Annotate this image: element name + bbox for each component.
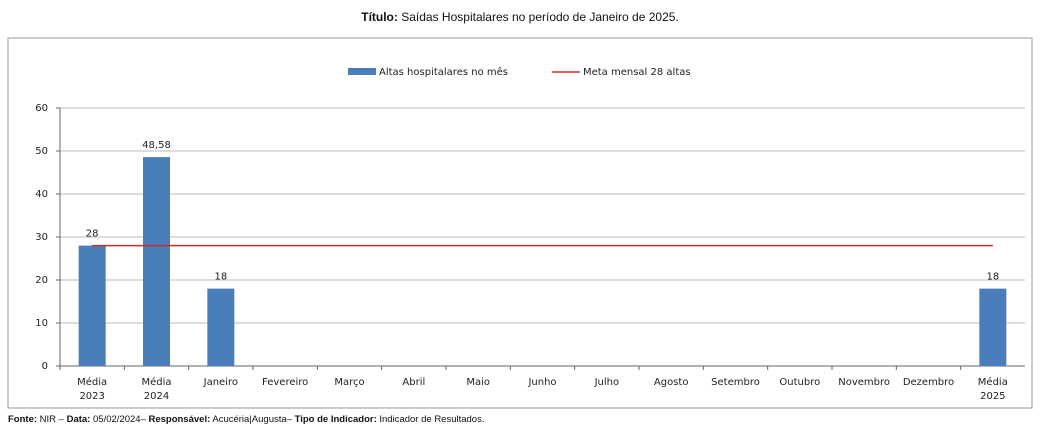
data-label: 48,58 — [142, 140, 171, 151]
x-tick-line: 2025 — [980, 391, 1005, 402]
x-tick-label: Fevereiro — [262, 377, 308, 388]
legend-label: Meta mensal 28 altas — [583, 67, 691, 78]
bar — [979, 288, 1007, 366]
footer-label: Fonte: — [8, 414, 38, 425]
footer-text: Indicador de Resultados. — [376, 414, 485, 425]
footer: Fonte: NIR – Data: 05/02/2024– Responsáv… — [8, 414, 484, 425]
footer-text: NIR – — [37, 414, 67, 425]
x-tick-label: Julho — [594, 377, 620, 388]
x-tick-label: Setembro — [711, 377, 760, 388]
footer-label: Data: — [66, 414, 91, 425]
y-tick-label: 50 — [35, 146, 48, 157]
y-tick-label: 60 — [35, 103, 48, 114]
footer-text: Acucéria|Augusta– — [210, 414, 295, 425]
x-tick-label: Maio — [466, 377, 490, 388]
x-tick-line: 2023 — [79, 391, 104, 402]
x-tick-label: Média 2023 — [77, 376, 107, 402]
legend-label: Altas hospitalares no mês — [379, 66, 508, 78]
x-tick-label: Novembro — [838, 377, 890, 388]
data-label: 18 — [214, 272, 227, 283]
x-tick-line: Média — [141, 376, 171, 388]
y-tick-label: 10 — [35, 318, 48, 329]
y-tick-label: 0 — [42, 361, 48, 372]
chart-frame — [7, 37, 1033, 409]
bar — [78, 245, 106, 366]
x-tick-label: Outubro — [779, 377, 820, 388]
y-tick-label: 40 — [35, 189, 48, 200]
x-tick-label: Dezembro — [903, 377, 954, 388]
footer-label: Tipo de Indicador: — [294, 414, 377, 425]
title-text: Saídas Hospitalares no período de Janeir… — [401, 10, 679, 24]
x-tick-label: Agosto — [654, 377, 689, 388]
x-tick-line: Média — [978, 376, 1008, 388]
title: Título: Saídas Hospitalares no período d… — [0, 10, 1040, 24]
x-tick-label: Abril — [402, 377, 425, 388]
title-label: Título: — [361, 10, 398, 24]
y-tick-label: 20 — [35, 275, 48, 286]
data-label: 18 — [986, 272, 999, 283]
x-tick-label: Março — [334, 377, 364, 388]
x-tick-line: 2024 — [144, 391, 169, 402]
bar — [143, 157, 170, 366]
x-tick-label: Média 2024 — [141, 376, 171, 402]
footer-label: Responsável: — [148, 414, 211, 425]
x-tick-line: Média — [77, 376, 107, 388]
x-tick-label: Janeiro — [203, 377, 238, 388]
footer-text: 05/02/2024– — [90, 414, 149, 425]
data-label: 28 — [86, 229, 99, 240]
y-tick-label: 30 — [35, 232, 48, 243]
x-tick-label: Junho — [527, 377, 556, 388]
legend-swatch — [348, 68, 376, 75]
x-tick-label: Média 2025 — [978, 376, 1008, 402]
bar — [207, 288, 235, 366]
